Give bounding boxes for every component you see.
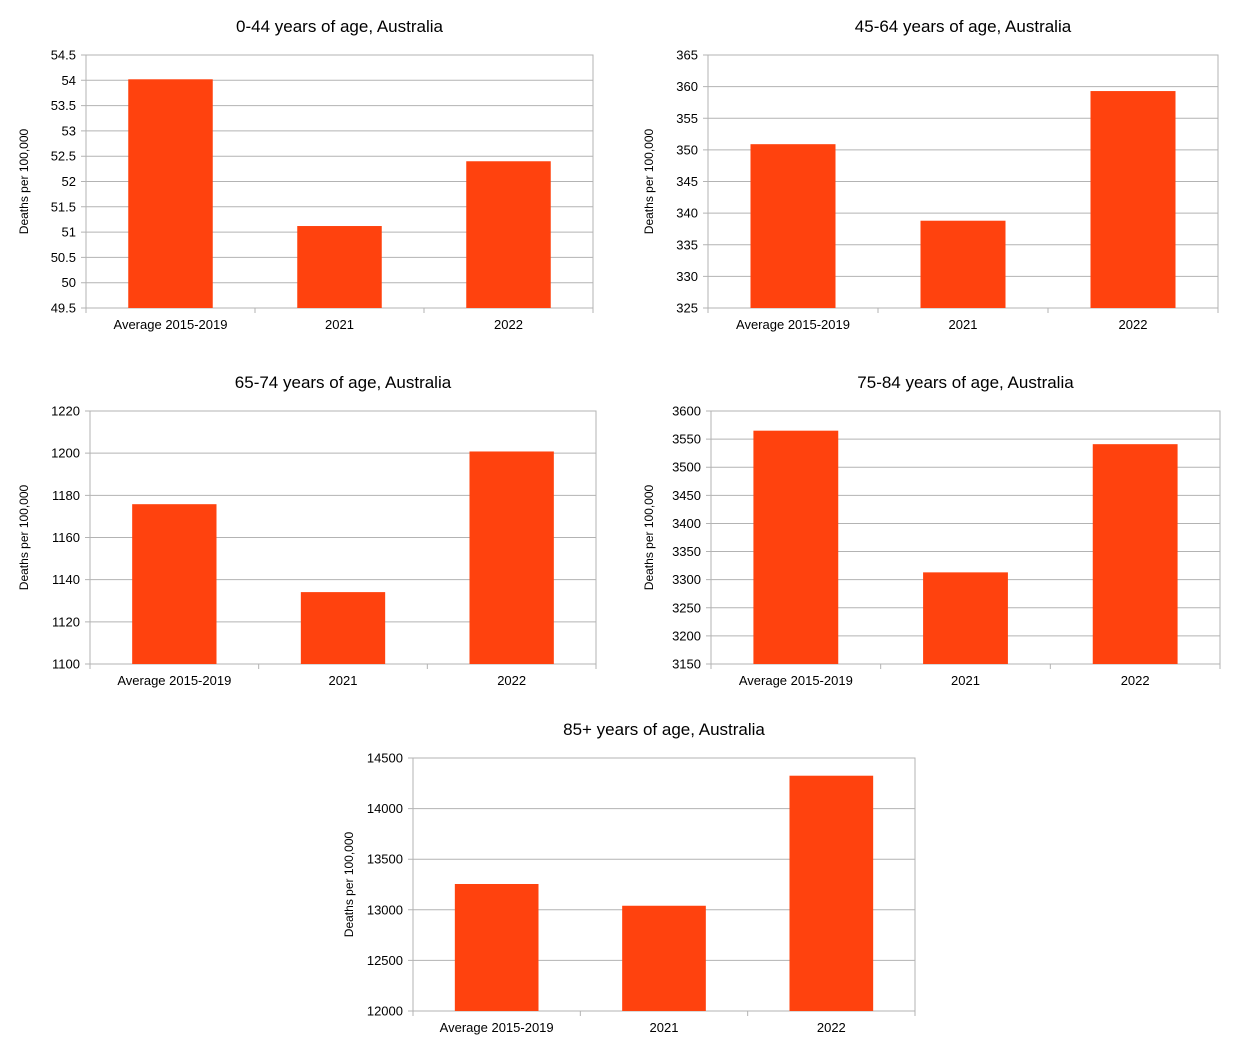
- y-tick-label: 52: [62, 174, 76, 189]
- x-category-label: 2021: [329, 673, 358, 688]
- y-tick-label: 12500: [367, 953, 403, 968]
- y-tick-label: 1200: [51, 446, 80, 461]
- bar-2: [469, 451, 554, 664]
- y-axis-title: Deaths per 100,000: [17, 128, 31, 234]
- chart-4: 85+ years of age, Australia 12000 12500 130…: [342, 720, 916, 1035]
- bar-0: [753, 430, 839, 664]
- y-tick-label: 3300: [672, 572, 701, 587]
- y-tick-label: 54: [62, 73, 76, 88]
- y-tick-label: 14500: [367, 751, 403, 766]
- bar-1: [923, 572, 1008, 664]
- bar-2: [1092, 444, 1178, 664]
- y-tick-label: 365: [676, 48, 698, 63]
- y-axis-title: Deaths per 100,000: [642, 128, 656, 234]
- x-category-label: Average 2015-2019: [739, 673, 853, 688]
- y-axis-title: Deaths per 100,000: [642, 484, 656, 590]
- bar-1: [297, 226, 382, 308]
- y-tick-label: 53: [62, 123, 76, 138]
- x-category-label: 2022: [1119, 317, 1148, 332]
- chart-title: 85+ years of age, Australia: [563, 720, 765, 739]
- y-tick-label: 1220: [51, 404, 80, 419]
- y-tick-label: 355: [676, 111, 698, 126]
- y-tick-label: 3150: [672, 657, 701, 672]
- y-tick-label: 51: [62, 225, 76, 240]
- bar-2: [789, 775, 874, 1011]
- y-tick-label: 345: [676, 174, 698, 189]
- x-category-label: Average 2015-2019: [114, 317, 228, 332]
- y-tick-label: 3350: [672, 544, 701, 559]
- y-tick-label: 3500: [672, 460, 701, 475]
- y-tick-label: 1140: [52, 572, 80, 587]
- chart-2: 65-74 years of age, Australia 1100 1120 114…: [17, 373, 597, 688]
- y-tick-label: 14000: [367, 801, 403, 816]
- bar-2: [1090, 91, 1176, 309]
- y-axis-title: Deaths per 100,000: [342, 831, 356, 937]
- chart-1: 45-64 years of age, Australia 325 330 335 34…: [642, 17, 1219, 332]
- y-tick-label: 53.5: [51, 98, 76, 113]
- y-tick-label: 3450: [672, 488, 701, 503]
- y-tick-label: 12000: [367, 1004, 403, 1019]
- chart-title: 0-44 years of age, Australia: [236, 17, 444, 36]
- y-tick-label: 3250: [672, 600, 701, 615]
- x-category-label: 2021: [650, 1020, 679, 1035]
- y-tick-label: 325: [676, 301, 698, 316]
- y-tick-label: 1160: [52, 530, 80, 545]
- x-category-label: Average 2015-2019: [117, 673, 231, 688]
- x-category-label: 2022: [817, 1020, 846, 1035]
- y-tick-label: 50.5: [51, 250, 76, 265]
- bar-0: [132, 504, 217, 664]
- y-tick-label: 54.5: [51, 48, 76, 63]
- bar-1: [300, 592, 386, 664]
- y-tick-label: 340: [676, 206, 698, 221]
- chart-title: 45-64 years of age, Australia: [855, 17, 1072, 36]
- chart-3: 75-84 years of age, Australia 3150 3200 325…: [642, 373, 1221, 688]
- x-category-label: 2021: [949, 317, 978, 332]
- y-tick-label: 49.5: [51, 301, 76, 316]
- x-category-label: Average 2015-2019: [440, 1020, 554, 1035]
- bar-0: [128, 79, 213, 309]
- x-category-label: 2021: [325, 317, 354, 332]
- x-category-label: 2022: [1121, 673, 1150, 688]
- bar-1: [622, 905, 706, 1011]
- x-category-label: 2021: [951, 673, 980, 688]
- y-tick-label: 3550: [672, 432, 701, 447]
- x-category-label: 2022: [497, 673, 526, 688]
- y-tick-label: 1180: [52, 488, 80, 503]
- chart-title: 75-84 years of age, Australia: [857, 373, 1074, 392]
- y-tick-label: 335: [676, 237, 698, 252]
- bar-0: [454, 883, 539, 1011]
- y-tick-label: 51.5: [51, 199, 76, 214]
- chart-title: 65-74 years of age, Australia: [235, 373, 452, 392]
- x-category-label: 2022: [494, 317, 523, 332]
- y-tick-label: 13000: [367, 902, 403, 917]
- bar-2: [466, 161, 551, 308]
- y-tick-label: 350: [676, 142, 698, 157]
- y-tick-label: 3200: [672, 628, 701, 643]
- x-category-label: Average 2015-2019: [736, 317, 850, 332]
- y-tick-label: 330: [676, 269, 698, 284]
- bar-1: [920, 220, 1006, 308]
- y-axis-title: Deaths per 100,000: [17, 484, 31, 590]
- y-tick-label: 13500: [367, 852, 403, 867]
- y-tick-label: 3600: [672, 404, 701, 419]
- y-tick-label: 1120: [52, 614, 80, 629]
- y-tick-label: 360: [676, 79, 698, 94]
- y-tick-label: 1100: [52, 657, 80, 672]
- y-tick-label: 50: [62, 275, 76, 290]
- y-tick-label: 3400: [672, 516, 701, 531]
- y-tick-label: 52.5: [51, 149, 76, 164]
- chart-0: 0-44 years of age, Australia 49.5 50 50.5 51…: [17, 17, 594, 332]
- bar-0: [750, 144, 836, 308]
